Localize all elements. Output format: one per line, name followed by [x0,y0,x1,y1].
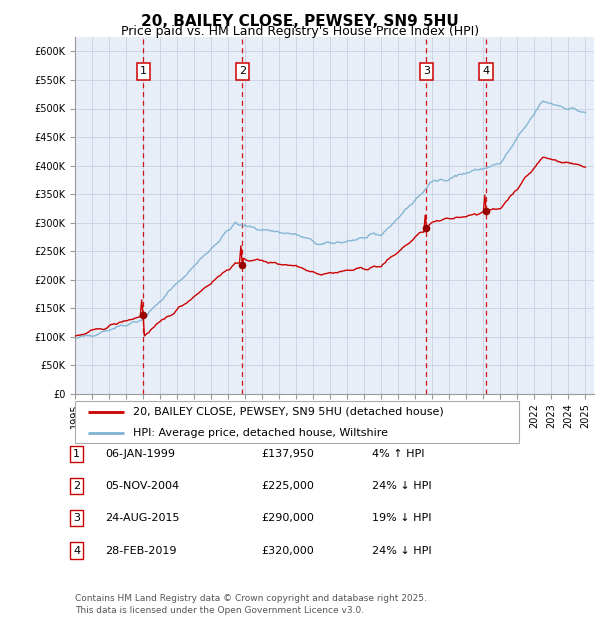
Text: HPI: Average price, detached house, Wiltshire: HPI: Average price, detached house, Wilt… [133,428,388,438]
Text: Price paid vs. HM Land Registry's House Price Index (HPI): Price paid vs. HM Land Registry's House … [121,25,479,38]
Text: 06-JAN-1999: 06-JAN-1999 [105,449,175,459]
Text: 3: 3 [73,513,80,523]
Text: 24-AUG-2015: 24-AUG-2015 [105,513,179,523]
Text: 24% ↓ HPI: 24% ↓ HPI [372,481,431,491]
Text: 4% ↑ HPI: 4% ↑ HPI [372,449,425,459]
Text: 1: 1 [140,66,147,76]
Text: £290,000: £290,000 [261,513,314,523]
Text: 19% ↓ HPI: 19% ↓ HPI [372,513,431,523]
Text: £137,950: £137,950 [261,449,314,459]
Text: 24% ↓ HPI: 24% ↓ HPI [372,546,431,556]
Text: 2: 2 [239,66,246,76]
Text: £225,000: £225,000 [261,481,314,491]
Text: 2: 2 [73,481,80,491]
Text: Contains HM Land Registry data © Crown copyright and database right 2025.
This d: Contains HM Land Registry data © Crown c… [75,594,427,615]
Text: 20, BAILEY CLOSE, PEWSEY, SN9 5HU: 20, BAILEY CLOSE, PEWSEY, SN9 5HU [141,14,459,29]
Text: 20, BAILEY CLOSE, PEWSEY, SN9 5HU (detached house): 20, BAILEY CLOSE, PEWSEY, SN9 5HU (detac… [133,407,443,417]
Text: 4: 4 [73,546,80,556]
Text: 4: 4 [482,66,490,76]
Text: 1: 1 [73,449,80,459]
Text: £320,000: £320,000 [261,546,314,556]
Text: 05-NOV-2004: 05-NOV-2004 [105,481,179,491]
Text: 3: 3 [423,66,430,76]
Text: 28-FEB-2019: 28-FEB-2019 [105,546,176,556]
